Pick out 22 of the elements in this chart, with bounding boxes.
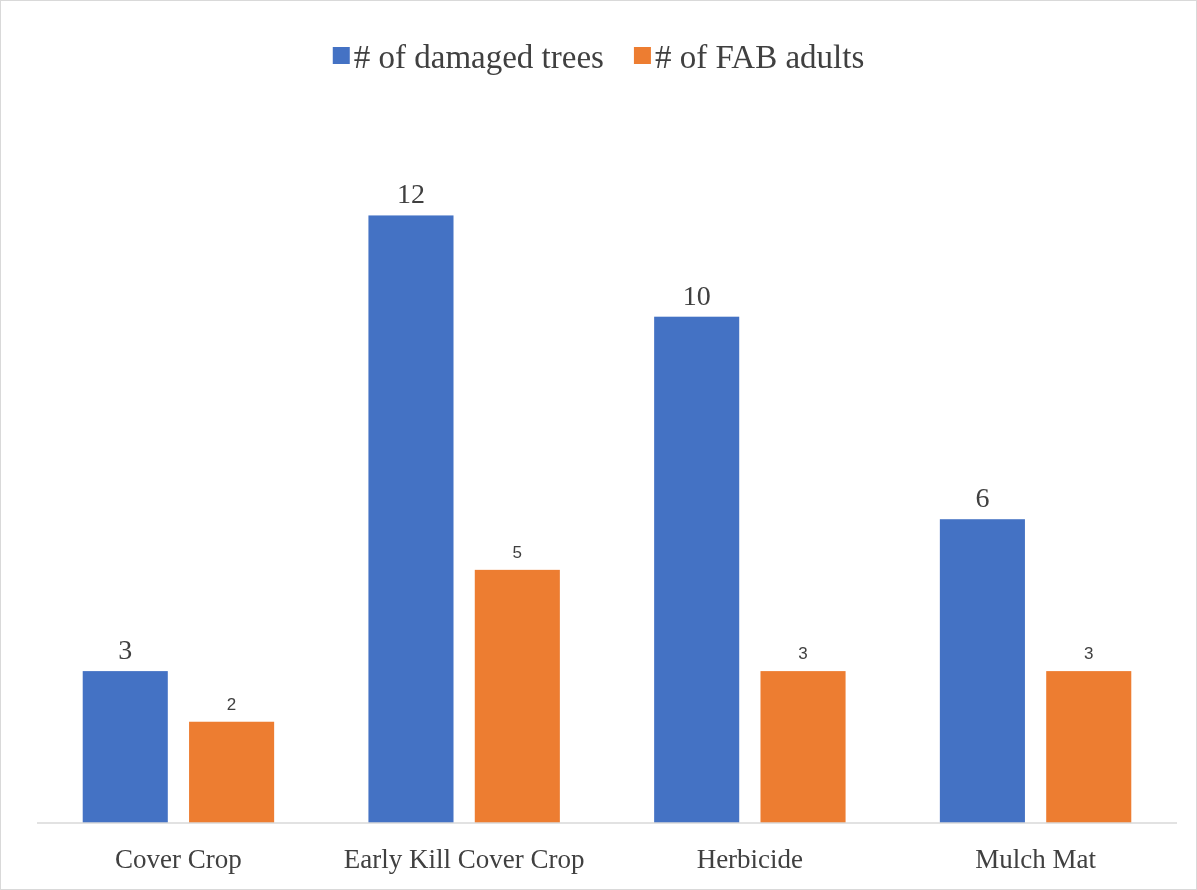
bar: [760, 671, 846, 823]
x-tick-label: Early Kill Cover Crop: [343, 844, 585, 875]
bar: [654, 316, 740, 823]
legend-label: # of FAB adults: [654, 38, 865, 75]
bar: [368, 215, 454, 823]
data-label: 10: [682, 279, 711, 311]
legend-label: # of damaged trees: [353, 38, 604, 75]
x-tick-label: Mulch Mat: [975, 844, 1097, 875]
data-label: 3: [118, 634, 133, 666]
bar: [189, 721, 275, 823]
bar: [82, 671, 168, 823]
data-label: 3: [1084, 644, 1094, 664]
bar: [1046, 671, 1132, 823]
data-label: 5: [512, 542, 523, 562]
data-label: 12: [396, 178, 425, 210]
data-label: 6: [975, 482, 990, 514]
x-tick-label: Herbicide: [696, 844, 804, 875]
data-label: 3: [798, 644, 808, 664]
data-label: 2: [226, 694, 237, 714]
x-tick-label: Cover Crop: [115, 844, 242, 875]
bar: [474, 569, 560, 823]
bar: [939, 519, 1025, 823]
